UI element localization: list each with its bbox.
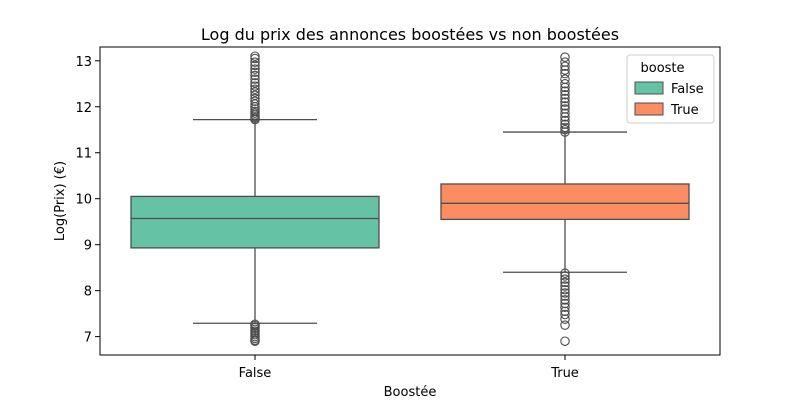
- outlier-point: [560, 336, 570, 346]
- y-tick-label: 12: [75, 101, 92, 116]
- box-group-true: [440, 52, 690, 346]
- plot-area: [130, 51, 690, 346]
- box-iqr: [440, 183, 690, 221]
- outlier-point: [560, 320, 570, 330]
- outlier-point: [560, 79, 570, 89]
- y-tick-label: 10: [75, 193, 92, 208]
- x-tick-label: False: [239, 366, 272, 381]
- outlier-point: [560, 271, 570, 281]
- outlier-point: [250, 60, 260, 71]
- outlier-point: [250, 64, 260, 74]
- outlier-point: [560, 127, 570, 137]
- outlier-point: [250, 78, 260, 88]
- y-tick-label: 7: [84, 331, 92, 346]
- legend: booste False True: [626, 54, 715, 124]
- x-tick-label: True: [550, 366, 579, 381]
- outlier-point: [560, 74, 570, 84]
- outlier-point: [560, 90, 570, 100]
- outlier-point: [250, 57, 260, 67]
- outlier-point: [560, 288, 570, 298]
- y-axis-label: Log(Prix) (€): [53, 161, 68, 241]
- plot-frame: [99, 46, 721, 356]
- outlier-point: [250, 51, 260, 61]
- outlier-point: [560, 112, 570, 122]
- outlier-point: [560, 86, 570, 96]
- legend-title: booste: [640, 61, 684, 76]
- outlier-point: [250, 93, 260, 104]
- outlier-point: [560, 268, 570, 278]
- outlier-point: [560, 309, 570, 320]
- y-tick-label: 8: [84, 285, 92, 300]
- outlier-point: [250, 53, 260, 64]
- y-tick-label: 11: [75, 147, 92, 162]
- y-tick-label: 9: [84, 239, 92, 254]
- outlier-point: [250, 84, 260, 95]
- outlier-point: [560, 93, 570, 104]
- outlier-point: [560, 61, 570, 72]
- outlier-point: [560, 306, 570, 317]
- outlier-point: [560, 314, 570, 324]
- box-group-false: [130, 51, 380, 346]
- legend-label-false: False: [671, 82, 704, 97]
- outlier-point: [250, 106, 260, 117]
- legend-swatch-false: [634, 81, 664, 95]
- outlier-point: [560, 115, 570, 126]
- outlier-point: [250, 81, 260, 91]
- outlier-point: [560, 277, 570, 288]
- outlier-point: [250, 74, 260, 84]
- chart-title: Log du prix des annonces boostées vs non…: [201, 25, 619, 44]
- outlier-point: [560, 108, 570, 118]
- outlier-point: [250, 104, 260, 114]
- outlier-point: [250, 70, 260, 81]
- outlier-point: [560, 68, 570, 79]
- legend-swatch-true: [634, 102, 664, 116]
- outlier-point: [560, 124, 570, 135]
- outlier-point: [560, 57, 570, 67]
- outlier-point: [560, 298, 570, 309]
- outlier-point: [560, 295, 570, 305]
- y-tick-label: 13: [75, 55, 92, 70]
- outlier-point: [560, 101, 570, 111]
- outlier-point: [560, 97, 570, 107]
- outlier-point: [250, 96, 260, 106]
- outlier-point: [560, 281, 570, 291]
- outlier-point: [250, 87, 260, 97]
- outlier-point: [250, 336, 260, 346]
- outlier-point: [560, 119, 570, 129]
- outlier-point: [560, 291, 570, 301]
- outlier-point: [560, 284, 570, 295]
- outlier-point: [250, 67, 260, 78]
- x-axis-label: Boostée: [384, 385, 437, 400]
- outlier-point: [560, 65, 570, 75]
- outlier-point: [560, 274, 570, 284]
- box-iqr: [130, 195, 380, 249]
- outlier-point: [560, 122, 570, 133]
- legend-label-true: True: [670, 103, 699, 118]
- outlier-point: [250, 90, 260, 101]
- outlier-point: [560, 52, 570, 62]
- outlier-point: [560, 104, 570, 114]
- outlier-point: [560, 302, 570, 312]
